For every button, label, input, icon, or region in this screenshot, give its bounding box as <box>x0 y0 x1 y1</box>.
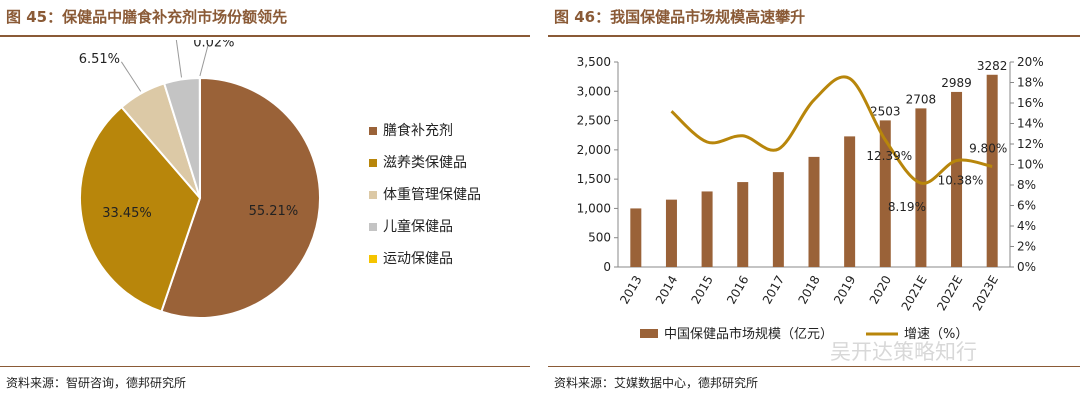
x-tick-label: 2020 <box>867 273 894 306</box>
bar-value-label: 2708 <box>906 92 937 106</box>
bar <box>772 172 784 267</box>
x-tick-label: 2022E <box>934 273 965 313</box>
bar <box>737 182 749 267</box>
legend-label-line: 增速（%） <box>904 327 968 342</box>
x-tick-label: 2014 <box>653 273 680 306</box>
y-right-tick-label: 14% <box>1017 117 1044 131</box>
pie-slice-label: 55.21% <box>249 204 299 219</box>
y-left-tick-label: 2,500 <box>577 114 611 128</box>
left-figure-panel: 图 45：保健品中膳食补充剂市场份额领先 55.21% 33.45% 6.51% 4.… <box>0 0 530 401</box>
y-left-tick-label: 2,000 <box>577 143 611 157</box>
y-right-tick-label: 4% <box>1017 219 1036 233</box>
line-value-label: 9.80% <box>969 142 1007 156</box>
left-figure-title: 图 45：保健品中膳食补充剂市场份额领先 <box>6 8 288 26</box>
x-tick-label: 2013 <box>617 273 644 306</box>
right-figure-source: 资料来源：艾媒数据中心，德邦研究所 <box>554 376 759 390</box>
y-right-tick-label: 18% <box>1017 76 1044 90</box>
y-right-tick-label: 2% <box>1017 240 1036 254</box>
pie-legend-label: 体重管理保健品 <box>383 187 481 203</box>
pie-legend-label: 儿童保健品 <box>383 218 453 235</box>
watermark-text: 吴开达策略知行 <box>830 340 977 364</box>
pie-slice <box>79 105 202 313</box>
x-tick-label: 2021E <box>899 273 930 313</box>
bar <box>665 199 677 267</box>
x-tick-label: 2019 <box>831 273 858 306</box>
line-value-label: 10.38% <box>938 174 984 188</box>
right-figure-title: 图 46：我国保健品市场规模高速攀升 <box>554 8 806 26</box>
pie-legend-label: 膳食补充剂 <box>383 122 453 139</box>
bar <box>951 91 963 268</box>
y-left-tick-label: 0 <box>603 260 611 274</box>
x-tick-label: 2016 <box>724 273 751 306</box>
pie-slice-label: 4.80% <box>133 40 174 42</box>
pie-leader-line <box>120 61 142 92</box>
pie-legend-label: 滋养类保健品 <box>383 155 467 171</box>
legend-label-bar: 中国保健品市场规模（亿元） <box>664 326 833 342</box>
y-right-tick-label: 8% <box>1017 178 1036 192</box>
combo-chart: 0 500 1,000 1,500 2,000 2,500 3,000 3,500 0% 2% 4%… <box>577 55 1044 342</box>
x-tick-label: 2015 <box>689 273 716 306</box>
right-title-rule <box>548 35 1080 37</box>
x-tick-label: 2018 <box>795 273 822 306</box>
pie-slice-label: 6.51% <box>79 52 120 67</box>
bar <box>915 108 927 267</box>
pie-legend-swatch <box>369 223 377 231</box>
y-left-tick-label: 1,000 <box>577 201 611 215</box>
growth-rate-line <box>670 75 993 185</box>
bar-value-label: 2503 <box>870 104 901 118</box>
left-figure-source: 资料来源：智研咨询，德邦研究所 <box>6 376 187 390</box>
right-figure-panel: 图 46：我国保健品市场规模高速攀升 0 500 1,000 1,500 2,000 2,… <box>548 0 1080 401</box>
pie-legend-swatch <box>369 127 377 135</box>
bar <box>844 136 856 267</box>
bar <box>701 191 713 267</box>
x-tick-label: 2017 <box>760 273 787 306</box>
bar <box>630 208 642 267</box>
pie-legend-swatch <box>369 191 377 199</box>
line-value-label: 12.39% <box>866 149 912 163</box>
bar <box>879 120 891 267</box>
y-left-tick-label: 500 <box>588 231 611 245</box>
y-left-tick-label: 3,000 <box>577 84 611 98</box>
right-source-rule <box>548 366 1080 367</box>
bar <box>808 156 820 267</box>
pie-slice <box>160 76 322 319</box>
y-right-tick-label: 16% <box>1017 96 1044 110</box>
x-tick-label: 2023E <box>970 273 1001 313</box>
bar-value-label: 2989 <box>941 76 972 90</box>
pie-leader-line <box>199 45 209 77</box>
pie-slice-label: 33.45% <box>102 206 152 221</box>
pie-chart: 55.21% 33.45% 6.51% 4.80% 0.02% 膳食补充剂滋养类保健品体重… <box>79 40 481 319</box>
y-right-tick-label: 12% <box>1017 137 1044 151</box>
pie-slice-label: 0.02% <box>193 40 234 51</box>
left-title-rule <box>0 35 530 37</box>
y-left-tick-label: 1,500 <box>577 172 611 186</box>
line-value-label: 8.19% <box>888 200 926 214</box>
pie-leader-line <box>175 40 182 78</box>
legend-swatch-bar <box>640 329 658 338</box>
y-right-tick-label: 10% <box>1017 158 1044 172</box>
pie-legend-label: 运动保健品 <box>383 251 453 267</box>
y-left-tick-label: 3,500 <box>577 55 611 69</box>
bar-value-label: 3282 <box>977 59 1008 73</box>
y-right-tick-label: 20% <box>1017 55 1044 69</box>
y-right-tick-label: 6% <box>1017 199 1036 213</box>
left-source-rule <box>0 366 530 367</box>
y-right-tick-label: 0% <box>1017 260 1036 274</box>
pie-legend-swatch <box>369 159 377 167</box>
pie-legend-swatch <box>369 255 377 263</box>
bar <box>986 74 998 267</box>
